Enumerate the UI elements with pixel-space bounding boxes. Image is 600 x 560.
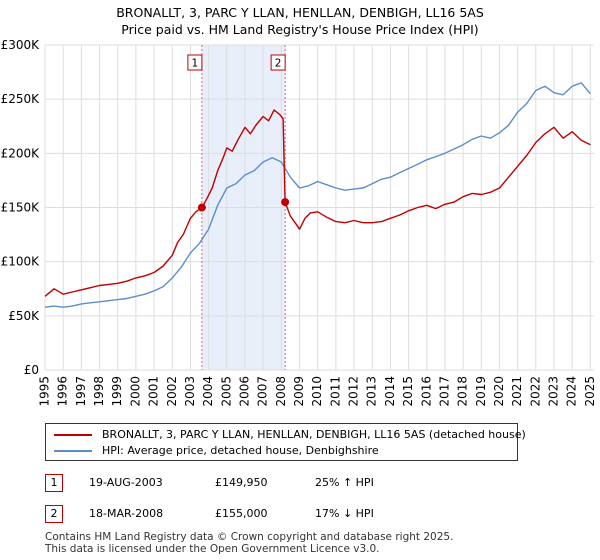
- x-tick-label: 2022: [528, 376, 542, 407]
- sale-2-date: 18-MAR-2008: [89, 507, 164, 520]
- y-tick-label: £150K: [1, 201, 41, 215]
- sale-2-chart-badge: [270, 54, 286, 71]
- chart-title-line-2: Price paid vs. HM Land Registry's House …: [121, 22, 479, 37]
- footer-line-2: This data is licensed under the Open Gov…: [45, 543, 380, 555]
- x-tick-label: 2007: [256, 376, 270, 407]
- x-tick-label: 2009: [292, 376, 306, 407]
- sale-1-badge: 1: [45, 474, 63, 492]
- footer-line-1: Contains HM Land Registry data © Crown c…: [45, 531, 454, 543]
- x-tick-label: 2006: [237, 376, 251, 407]
- y-tick-label: £100K: [1, 255, 41, 269]
- price-paid-line: [44, 109, 591, 297]
- sale-2-hpi-diff: 17% ↓ HPI: [315, 507, 374, 520]
- x-tick-label: 2021: [510, 376, 524, 407]
- x-tick-label: 2015: [401, 376, 415, 407]
- x-tick-label: 2024: [565, 376, 579, 407]
- x-tick-label: 2016: [419, 376, 433, 407]
- y-tick-label: £300K: [1, 38, 41, 52]
- sale-2-price: £155,000: [215, 507, 268, 520]
- y-tick-label: £50K: [8, 309, 40, 323]
- hpi-line: [44, 82, 591, 308]
- x-tick-label: 2005: [219, 376, 233, 407]
- x-tick-label: 2020: [492, 376, 506, 407]
- x-tick-label: 2014: [383, 376, 397, 407]
- y-tick-label: £200K: [1, 146, 41, 160]
- x-tick-label: 1996: [56, 376, 70, 407]
- sale-2-point: [281, 198, 290, 207]
- x-tick-label: 2003: [183, 376, 197, 407]
- legend-hpi-line-swatch: [54, 450, 92, 452]
- x-tick-label: 2019: [474, 376, 488, 407]
- chart-title-line-1: BRONALLT, 3, PARC Y LLAN, HENLLAN, DENBI…: [116, 5, 484, 20]
- legend-price-label: BRONALLT, 3, PARC Y LLAN, HENLLAN, DENBI…: [102, 428, 526, 441]
- x-tick-label: 2017: [437, 376, 451, 407]
- x-tick-label: 2025: [583, 376, 597, 407]
- sale-2-badge: 2: [45, 505, 63, 523]
- price-chart: £0 £50K £100K £150K £200K £250K £300K 1995 1996 1…: [1, 38, 597, 407]
- sale-1-hpi-diff: 25% ↑ HPI: [315, 476, 374, 489]
- x-tick-label: 2012: [347, 376, 361, 407]
- sale-1-chart-badge-label: 1: [192, 58, 199, 70]
- sale-1-date: 19-AUG-2003: [89, 476, 163, 489]
- chart-title: BRONALLT, 3, PARC Y LLAN, HENLLAN, DENBI…: [0, 4, 600, 38]
- x-tick-label: 2004: [201, 376, 215, 407]
- x-tick-label: 2001: [147, 376, 161, 407]
- x-tick-label: 1995: [38, 376, 52, 407]
- x-tick-label: 2008: [274, 376, 288, 407]
- x-tick-label: 1997: [74, 376, 88, 407]
- legend-price-line-swatch: [54, 434, 92, 436]
- x-tick-label: 1998: [92, 376, 106, 407]
- legend-hpi-label: HPI: Average price, detached house, Denb…: [102, 444, 379, 457]
- footer: Contains HM Land Registry data © Crown c…: [45, 531, 453, 555]
- x-tick-label: 1999: [110, 376, 124, 407]
- sale-1-point: [197, 203, 206, 212]
- x-tick-label: 2013: [365, 376, 379, 407]
- y-tick-label: £0: [24, 363, 39, 377]
- sale-1-price: £149,950: [215, 476, 268, 489]
- x-tick-label: 2018: [456, 376, 470, 407]
- x-tick-label: 2023: [547, 376, 561, 407]
- x-tick-label: 2000: [128, 376, 142, 407]
- x-tick-label: 2002: [165, 376, 179, 407]
- sale-1-chart-badge: [187, 54, 203, 71]
- sale-2-chart-badge-label: 2: [275, 58, 282, 70]
- x-tick-label: 2011: [328, 376, 342, 407]
- legend: BRONALLT, 3, PARC Y LLAN, HENLLAN, DENBI…: [45, 423, 526, 461]
- x-tick-label: 2010: [310, 376, 324, 407]
- y-tick-label: £250K: [1, 92, 41, 106]
